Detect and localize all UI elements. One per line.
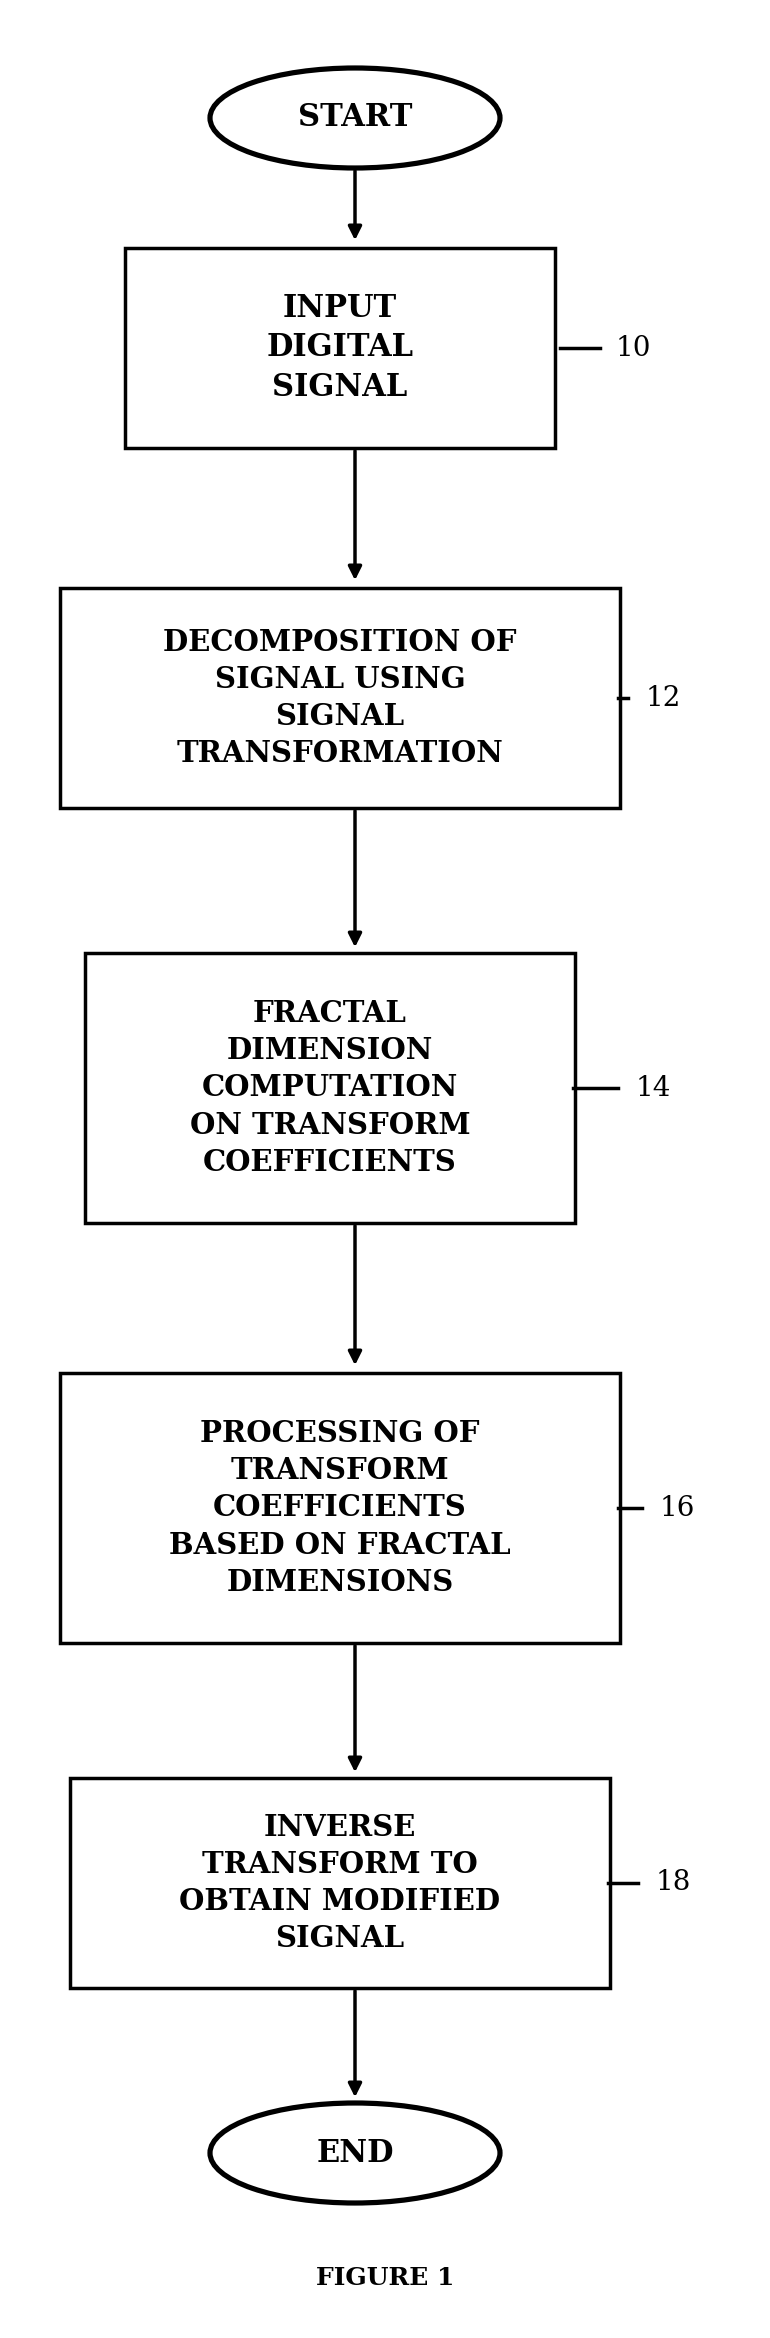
Text: FRACTAL
DIMENSION
COMPUTATION
ON TRANSFORM
COEFFICIENTS: FRACTAL DIMENSION COMPUTATION ON TRANSFO… [189, 998, 470, 1176]
Text: START: START [298, 103, 412, 133]
Ellipse shape [210, 2102, 500, 2202]
Text: 14: 14 [636, 1075, 671, 1101]
Text: PROCESSING OF
TRANSFORM
COEFFICIENTS
BASED ON FRACTAL
DIMENSIONS: PROCESSING OF TRANSFORM COEFFICIENTS BAS… [169, 1419, 511, 1597]
Text: 18: 18 [656, 1870, 691, 1896]
Bar [85, 954, 575, 1223]
Text: 16: 16 [660, 1494, 695, 1522]
Text: 10: 10 [616, 334, 651, 362]
Text: DECOMPOSITION OF
SIGNAL USING
SIGNAL
TRANSFORMATION: DECOMPOSITION OF SIGNAL USING SIGNAL TRA… [163, 629, 517, 769]
Bar [60, 1372, 620, 1644]
Bar [125, 248, 555, 449]
Text: INVERSE
TRANSFORM TO
OBTAIN MODIFIED
SIGNAL: INVERSE TRANSFORM TO OBTAIN MODIFIED SIG… [179, 1812, 500, 1952]
Text: INPUT
DIGITAL
SIGNAL: INPUT DIGITAL SIGNAL [266, 292, 413, 402]
Bar [60, 587, 620, 809]
Bar [70, 1777, 610, 1987]
Text: 12: 12 [646, 685, 681, 711]
Text: FIGURE 1: FIGURE 1 [316, 2266, 454, 2289]
Ellipse shape [210, 68, 500, 168]
Text: END: END [316, 2137, 393, 2170]
